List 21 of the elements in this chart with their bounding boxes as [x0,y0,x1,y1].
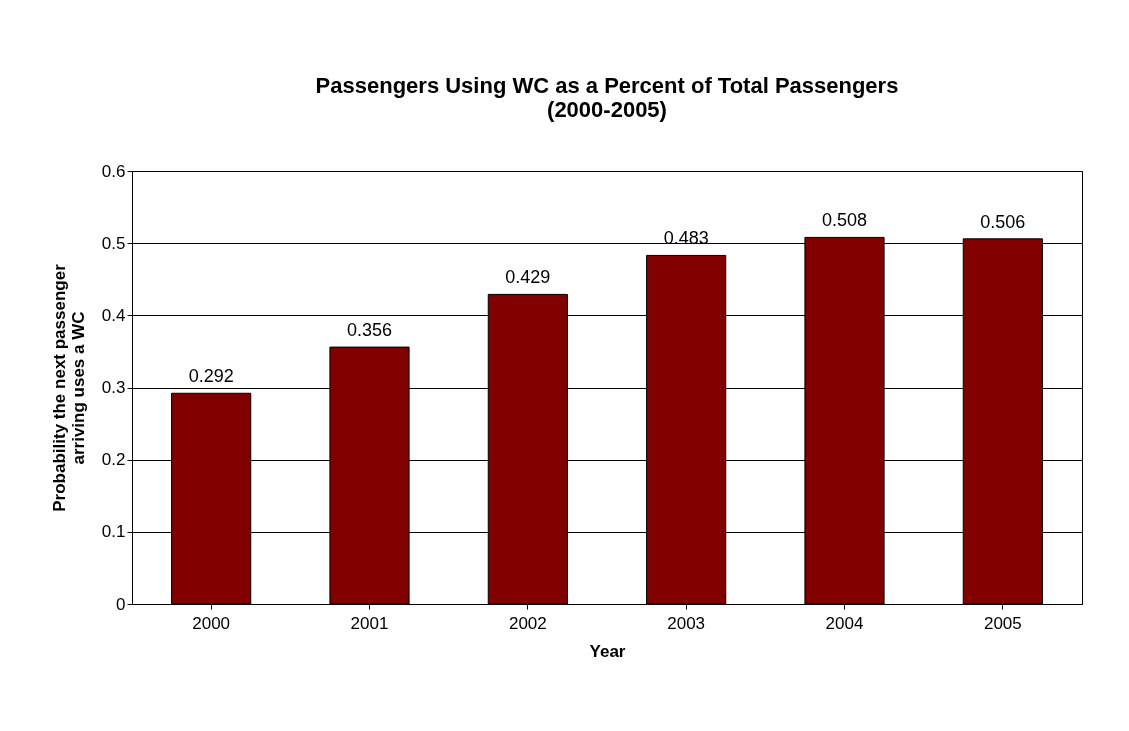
y-tick-label: 0.3 [101,378,126,397]
data-label: 0.356 [346,320,393,341]
y-tick-label: 0.5 [101,233,126,253]
y-tick-label: 0 [116,594,126,614]
data-label: 0.508 [821,210,868,231]
y-axis-title: Probability the next passenger arriving uses a WC [49,263,88,512]
y-tick-label: 0.1 [101,522,126,542]
x-tick-label: 2003 [667,613,706,633]
x-tick-label: 2000 [192,613,231,633]
x-tick-label: 2004 [825,613,864,633]
chart-title: Passengers Using WC as a Percent of Total Passengers (2000-2005) [315,73,899,122]
data-label: 0.292 [188,366,234,387]
data-label: 0.506 [980,211,1026,232]
y-tick-label: 0.4 [101,305,126,325]
x-tick-label: 2005 [983,613,1022,633]
x-axis-title: Year [589,641,626,661]
x-tick-label: 2001 [350,613,389,633]
data-label: 0.429 [505,267,551,288]
x-tick-label: 2002 [508,613,547,633]
y-tick-label: 0.6 [101,161,126,181]
y-tick-label: 0.2 [101,450,126,470]
